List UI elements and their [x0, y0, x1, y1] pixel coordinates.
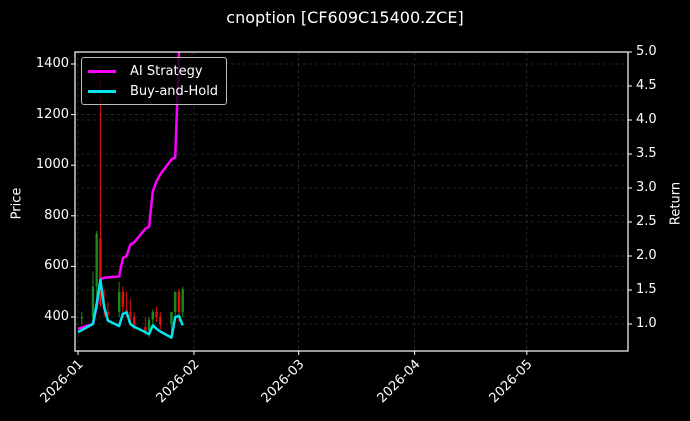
- plot-frame: [74, 51, 629, 352]
- left-tick-label: 400: [44, 309, 69, 324]
- y-axis-label-right: Return: [668, 181, 684, 226]
- left-tick-label: 1200: [35, 106, 69, 122]
- chart-title: cnoption [CF609C15400.ZCE]: [226, 8, 464, 27]
- right-tick-label: 1.0: [636, 316, 657, 331]
- right-tick-label: 4.0: [636, 112, 657, 127]
- right-tick-label: 2.0: [636, 248, 657, 263]
- legend-swatch-magenta: [88, 69, 116, 73]
- right-tick-label: 5.0: [636, 44, 657, 59]
- line-series: [77, 51, 184, 339]
- candlestick-series: [80, 64, 184, 338]
- right-tick-label: 3.0: [636, 180, 657, 195]
- legend: AI Strategy Buy-and-Hold: [81, 57, 227, 105]
- right-tick-label: 4.5: [636, 78, 657, 93]
- series-line-1: [77, 278, 184, 339]
- legend-label: Buy-and-Hold: [130, 83, 219, 99]
- legend-item-buy-and-hold: Buy-and-Hold: [88, 81, 218, 101]
- legend-swatch-cyan: [88, 89, 116, 93]
- right-tick-label: 2.5: [636, 214, 657, 229]
- left-tick-label: 1000: [35, 157, 69, 173]
- left-tick-label: 1400: [35, 56, 69, 71]
- left-tick-label: 800: [44, 207, 69, 223]
- axis-ticks: [71, 51, 632, 355]
- right-tick-label: 1.5: [636, 282, 657, 297]
- left-tick-label: 600: [44, 258, 69, 274]
- legend-item-ai-strategy: AI Strategy: [88, 61, 203, 81]
- right-tick-label: 3.5: [636, 146, 657, 161]
- legend-label: AI Strategy: [130, 63, 203, 79]
